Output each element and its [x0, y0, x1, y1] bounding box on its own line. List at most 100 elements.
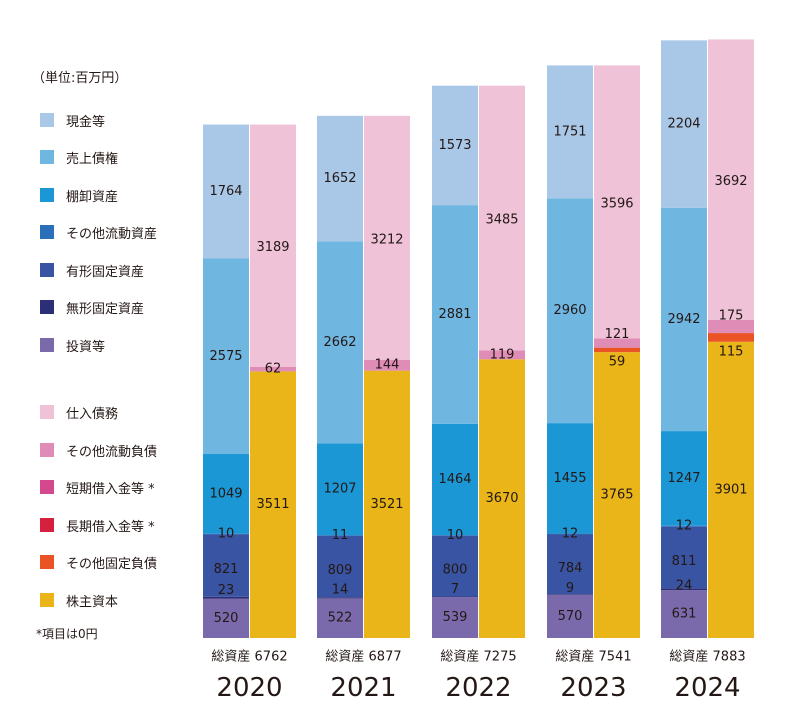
data-label: 3521	[370, 497, 403, 512]
bar-segment	[317, 115, 363, 242]
bar-segment	[479, 359, 525, 638]
legend-swatch	[40, 338, 54, 352]
bar-segment	[203, 598, 249, 638]
data-label: 3511	[256, 497, 289, 512]
data-label: 23	[218, 583, 235, 598]
legend-label: 短期借入金等 *	[66, 481, 155, 497]
legend-swatch	[40, 150, 54, 164]
legend-swatch	[40, 300, 54, 314]
data-label: 2942	[667, 312, 700, 327]
bar-segment	[317, 535, 363, 536]
legend-label: その他流動負債	[66, 444, 158, 460]
bar-segment	[547, 65, 593, 199]
legend-swatch	[40, 225, 54, 239]
bar-segment	[479, 85, 525, 351]
bar-segment	[479, 350, 525, 360]
bar-segment	[547, 533, 593, 535]
legend-swatch	[40, 480, 54, 494]
total-assets-label: 総資産 6877	[325, 649, 401, 665]
legend-label: 投資等	[66, 339, 106, 355]
data-label: 520	[214, 611, 239, 626]
data-label: 1207	[323, 482, 356, 497]
legend-label: 株主資本	[66, 594, 119, 610]
bar-segment	[708, 341, 754, 638]
data-label: 3901	[714, 482, 747, 497]
legend-label: 売上債権	[66, 151, 119, 167]
data-label: 522	[328, 611, 353, 626]
bar-segment	[432, 85, 478, 206]
legend-label: 無形固定資産	[66, 301, 145, 317]
data-label: 809	[328, 563, 353, 578]
bar-segment	[317, 597, 363, 599]
data-label: 2662	[323, 335, 356, 350]
bar-segment	[708, 39, 754, 320]
legend-item-intangible-assets: 無形固定資産	[40, 297, 144, 317]
bar-segment	[661, 590, 707, 638]
year-label: 2021	[330, 673, 396, 703]
bar-segment	[203, 454, 249, 534]
data-label: 1049	[209, 486, 242, 501]
data-label: 11	[332, 528, 349, 543]
data-label: 3212	[370, 232, 403, 247]
bar-segment	[594, 338, 640, 348]
bar-segment	[661, 526, 707, 589]
legend-swatch	[40, 113, 54, 127]
data-label: 24	[676, 579, 693, 594]
bar-segment	[203, 534, 249, 597]
legend-item-receivables: 売上債権	[40, 147, 118, 167]
bar-segment	[364, 359, 410, 371]
total-assets-label: 総資産 6762	[211, 649, 287, 665]
legend-swatch	[40, 593, 54, 607]
bar-segment	[203, 596, 249, 599]
legend-label: 長期借入金等 *	[66, 519, 155, 535]
legend-swatch	[40, 188, 54, 202]
bar-segment	[547, 594, 593, 595]
bar-segment	[594, 352, 640, 638]
data-label: 811	[672, 554, 697, 569]
data-label: 2575	[209, 349, 242, 364]
bar-segment	[547, 594, 593, 638]
legend-item-other-current-assets: その他流動資産	[40, 222, 157, 242]
data-label: 14	[332, 583, 349, 598]
bar-segment	[250, 371, 296, 638]
legend-item-other-current-liabilities: その他流動負債	[40, 440, 157, 460]
data-label: 1751	[553, 124, 586, 139]
legend-item-short-term-borrowings: 短期借入金等 *	[40, 477, 155, 497]
data-label: 121	[605, 327, 630, 342]
legend-item-investments: 投資等	[40, 335, 105, 355]
bar-segment	[432, 535, 478, 597]
data-label: 62	[265, 362, 282, 377]
bar-segment	[317, 598, 363, 638]
bar-segment	[661, 431, 707, 526]
data-label: 119	[490, 347, 515, 362]
total-assets-label: 総資産 7275	[440, 649, 516, 665]
legend-item-inventory: 棚卸資産	[40, 185, 118, 205]
data-label: 3596	[600, 196, 633, 211]
legend-label: 有形固定資産	[66, 264, 145, 280]
data-label: 1455	[553, 471, 586, 486]
bar-segment	[594, 65, 640, 339]
legend-swatch	[40, 555, 54, 569]
legend: （単位:百万円） 現金等 売上債権 棚卸資産 その他流動資産 有形固定資産 無形…	[0, 0, 200, 721]
data-label: 144	[375, 358, 400, 373]
data-label: 3670	[485, 491, 518, 506]
year-label: 2020	[216, 673, 282, 703]
data-label: 12	[562, 527, 579, 542]
data-label: 800	[443, 563, 468, 578]
legend-swatch	[40, 263, 54, 277]
bar-segment	[708, 319, 754, 334]
legend-label: 現金等	[66, 114, 106, 130]
legend-swatch	[40, 443, 54, 457]
legend-swatch	[40, 518, 54, 532]
bar-segment	[547, 534, 593, 595]
data-label: 1652	[323, 171, 356, 186]
data-label: 539	[443, 610, 468, 625]
bar-segment	[708, 333, 754, 342]
legend-item-tangible-assets: 有形固定資産	[40, 260, 144, 280]
bar-segment	[661, 207, 707, 432]
bar-segment	[364, 370, 410, 638]
data-label: 1764	[209, 184, 242, 199]
total-assets-label: 総資産 7883	[669, 649, 745, 665]
data-label: 175	[719, 308, 744, 323]
